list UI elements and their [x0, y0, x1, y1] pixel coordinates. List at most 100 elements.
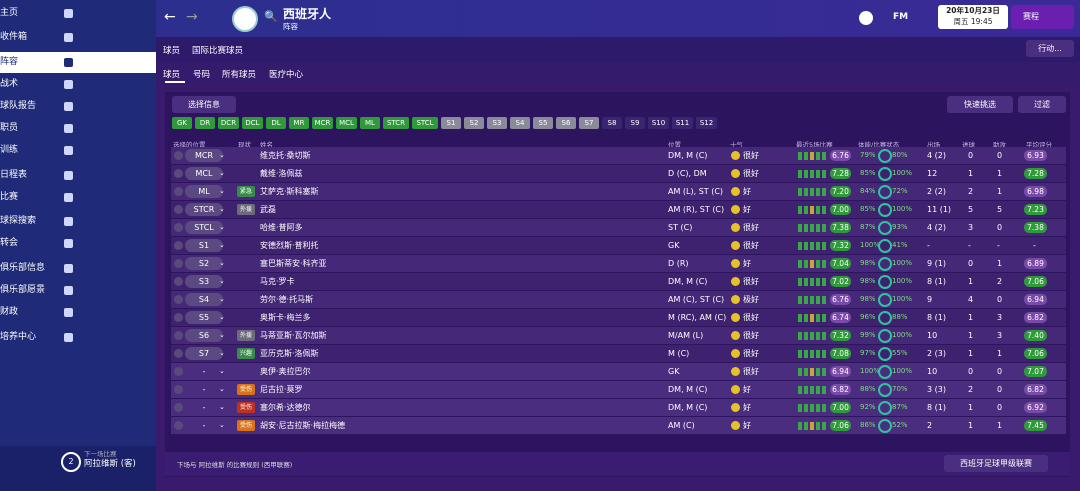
slot-pill[interactable]: S7 [185, 347, 223, 360]
nav-item[interactable]: 日程表 [0, 165, 156, 186]
forward-arrow[interactable]: → [186, 9, 198, 25]
column-header[interactable]: 助攻 [993, 141, 1006, 149]
column-header[interactable]: 最近5场比赛 [796, 141, 833, 149]
fm-logo[interactable]: FM [893, 12, 909, 22]
tab[interactable]: 球员 [163, 46, 181, 56]
player-row[interactable]: S3 ⌄ 马克·罗卡 DM, M (C) 很好 7.02 98% 100% 8 (1) 1 2 7.0… [171, 273, 1066, 290]
position-chip[interactable]: S10 [648, 117, 669, 129]
position-chip[interactable]: S1 [441, 117, 461, 129]
position-chip[interactable]: S2 [464, 117, 484, 129]
column-header[interactable]: 现状 [238, 141, 251, 149]
player-row[interactable]: S2 ⌄ 塞巴斯蒂安·科齐亚 D (R) 好 7.04 98% 100% 9 (1) 0 1 6.89 [171, 255, 1066, 272]
position-chip[interactable]: MCR [312, 117, 333, 129]
actions-button[interactable]: 行动... [1026, 40, 1074, 57]
position-chip[interactable]: GK [172, 117, 192, 129]
position-chip[interactable]: DCR [218, 117, 239, 129]
position-chip[interactable]: ML [360, 117, 380, 129]
position-chip[interactable]: S9 [625, 117, 645, 129]
player-name[interactable]: 哈维·普阿多 [260, 223, 303, 232]
player-name[interactable]: 胡安·尼古拉斯·梅拉梅德 [260, 421, 346, 430]
search-icon[interactable]: 🔍 [264, 10, 278, 23]
league-button[interactable]: 西班牙足球甲级联赛 [944, 455, 1048, 472]
position-chip[interactable]: S8 [602, 117, 622, 129]
back-arrow[interactable]: ← [164, 9, 176, 25]
subtab[interactable]: 球员 [163, 70, 181, 80]
position-chip[interactable]: S7 [579, 117, 599, 129]
slot-pill[interactable]: S2 [185, 257, 223, 270]
column-header[interactable]: 体能/比赛状态 [858, 141, 900, 149]
select-info[interactable]: 选择信息 [172, 96, 236, 113]
player-name[interactable]: 安德烈斯·普利托 [260, 241, 319, 250]
player-name[interactable]: 劳尔·德·托马斯 [260, 295, 314, 304]
column-header[interactable]: 平均评分 [1026, 141, 1052, 149]
tab[interactable]: 国际比赛球员 [192, 46, 244, 56]
subtab[interactable]: 所有球员 [222, 70, 257, 80]
slot-pill[interactable]: - [202, 385, 206, 394]
continue-button[interactable]: 赛程 [1011, 5, 1074, 29]
player-name[interactable]: 维克托·桑切斯 [260, 151, 311, 160]
nav-item[interactable]: 战术 [0, 74, 156, 95]
position-chip[interactable]: S12 [696, 117, 717, 129]
help-icon[interactable] [859, 11, 873, 25]
nav-item[interactable]: 阵容 [0, 52, 156, 73]
player-name[interactable]: 马蒂亚斯·瓦尔加斯 [260, 331, 327, 340]
nav-item[interactable]: 训练 [0, 140, 156, 161]
player-name[interactable]: 塞尔希·达德尔 [260, 403, 311, 412]
nav-item[interactable]: 俱乐部信息 [0, 258, 156, 279]
player-row[interactable]: S1 ⌄ 安德烈斯·普利托 GK 很好 7.32 100% 41% - - - - [171, 237, 1066, 254]
column-header[interactable]: 位置 [668, 141, 681, 149]
column-header[interactable]: 出场 [927, 141, 940, 149]
club-crest[interactable] [232, 6, 258, 32]
nav-item[interactable]: 主页 [0, 3, 156, 24]
nav-item[interactable]: 比赛 [0, 187, 156, 208]
subtab[interactable]: 医疗中心 [269, 70, 304, 80]
player-name[interactable]: 艾萨克·斯科塞斯 [260, 187, 319, 196]
player-row[interactable]: S4 ⌄ 劳尔·德·托马斯 AM (C), ST (C) 极好 6.76 98% 100% 9 4… [171, 291, 1066, 308]
nav-item[interactable]: 财政 [0, 302, 156, 323]
player-row[interactable]: - ⌄ 奥伊·奥拉巴尔 GK 很好 6.94 100% 100% 10 0 0 7.07 [171, 363, 1066, 380]
player-row[interactable]: STCR ⌄ 外援 武磊 AM (R), ST (C) 好 7.00 85% 100% 11 (1… [171, 201, 1066, 218]
filter[interactable]: 过滤 [1018, 96, 1066, 113]
slot-pill[interactable]: S1 [185, 239, 223, 252]
column-header[interactable]: 士气 [730, 141, 743, 149]
position-chip[interactable]: S4 [510, 117, 530, 129]
position-chip[interactable]: DL [266, 117, 286, 129]
position-chip[interactable]: S5 [533, 117, 553, 129]
player-name[interactable]: 奥斯卡·梅兰多 [260, 313, 311, 322]
nav-item[interactable]: 收件箱 [0, 27, 156, 48]
position-chip[interactable]: DCL [242, 117, 263, 129]
slot-pill[interactable]: S3 [185, 275, 223, 288]
player-row[interactable]: - ⌄ 受伤 胡安·尼古拉斯·梅拉梅德 AM (C) 好 7.06 86% 52% 2 1 1 7.45 [171, 417, 1066, 434]
nav-item[interactable]: 俱乐部愿景 [0, 280, 156, 301]
slot-pill[interactable]: S4 [185, 293, 223, 306]
position-chip[interactable]: S11 [672, 117, 693, 129]
slot-pill[interactable]: ML [185, 185, 223, 198]
position-chip[interactable]: S3 [487, 117, 507, 129]
nav-item[interactable]: 球队报告 [0, 96, 156, 117]
slot-pill[interactable]: MCR [185, 149, 223, 162]
player-name[interactable]: 塞巴斯蒂安·科齐亚 [260, 259, 327, 268]
position-chip[interactable]: MR [289, 117, 309, 129]
slot-pill[interactable]: S6 [185, 329, 223, 342]
player-row[interactable]: MCL ⌄ 戴维·洛佩兹 D (C), DM 很好 7.28 85% 100% 12 1 1 7.28 [171, 165, 1066, 182]
position-chip[interactable]: STCR [383, 117, 409, 129]
slot-pill[interactable]: - [202, 367, 206, 376]
player-name[interactable]: 戴维·洛佩兹 [260, 169, 303, 178]
nav-item[interactable]: 球探搜索 [0, 211, 156, 232]
slot-pill[interactable]: S5 [185, 311, 223, 324]
player-row[interactable]: S7 ⌄ 兴趣 亚历克斯·洛佩斯 M (C) 很好 7.08 97% 55% 2 (3) 1 1 7.0… [171, 345, 1066, 362]
slot-pill[interactable]: MCL [185, 167, 223, 180]
player-row[interactable]: S6 ⌄ 外援 马蒂亚斯·瓦尔加斯 M/AM (L) 很好 7.32 99% 100% 10 1 3 7… [171, 327, 1066, 344]
slot-pill[interactable]: - [202, 421, 206, 430]
player-row[interactable]: - ⌄ 受伤 尼古拉·莫罗 DM, M (C) 好 6.82 88% 70% 3 (3) 2 0 6.8… [171, 381, 1066, 398]
position-chip[interactable]: MCL [336, 117, 357, 129]
nav-item[interactable]: 转会 [0, 233, 156, 254]
player-row[interactable]: STCL ⌄ 哈维·普阿多 ST (C) 很好 7.38 87% 93% 4 (2) 3 0 7.38 [171, 219, 1066, 236]
player-row[interactable]: S5 ⌄ 奥斯卡·梅兰多 M (RC), AM (C) 很好 6.74 96% 88% 8 (1… [171, 309, 1066, 326]
column-header[interactable]: 进球 [962, 141, 975, 149]
nav-item[interactable]: 培养中心 [0, 327, 156, 348]
player-row[interactable]: MCR ⌄ 维克托·桑切斯 DM, M (C) 很好 6.76 79% 80% 4 (2) 0 0 6… [171, 147, 1066, 164]
position-chip[interactable]: STCL [412, 117, 438, 129]
player-row[interactable]: ML ⌄ 紧急 艾萨克·斯科塞斯 AM (L), ST (C) 好 7.20 84% 72% 2 … [171, 183, 1066, 200]
player-name[interactable]: 亚历克斯·洛佩斯 [260, 349, 319, 358]
